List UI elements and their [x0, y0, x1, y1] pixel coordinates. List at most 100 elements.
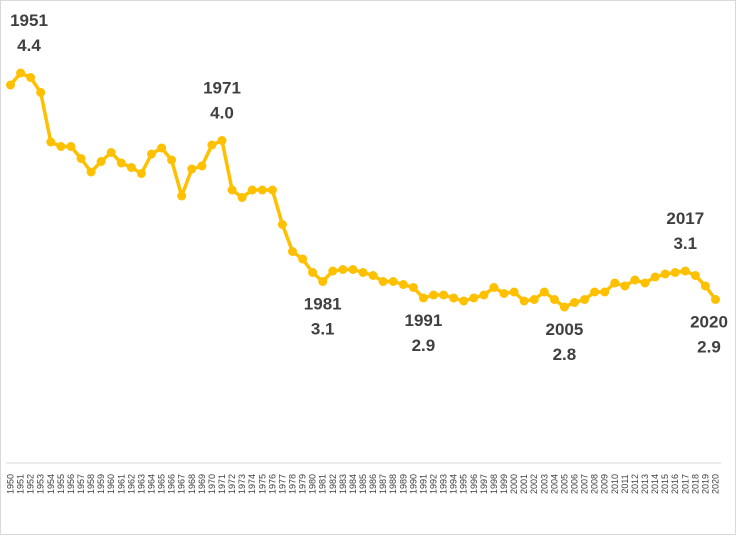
x-tick-label: 1953 — [36, 474, 46, 494]
data-point-2020 — [711, 295, 720, 304]
x-tick-label: 1968 — [187, 474, 197, 494]
data-point-2005 — [559, 302, 569, 312]
x-tick-label: 2009 — [600, 474, 610, 494]
x-tick-label: 1956 — [66, 474, 76, 494]
data-point-2014 — [650, 272, 660, 282]
annotation-value-1981: 3.1 — [311, 320, 335, 339]
annotation-value-1991: 2.9 — [412, 336, 436, 355]
data-point-1992 — [429, 290, 438, 300]
x-tick-label: 1962 — [126, 474, 136, 494]
x-tick-label: 1992 — [429, 474, 439, 494]
data-point-1986 — [368, 271, 378, 280]
x-tick-label: 1986 — [368, 474, 378, 494]
x-tick-label: 2007 — [580, 474, 590, 494]
x-tick-label: 2018 — [690, 474, 700, 494]
data-point-1968 — [187, 164, 197, 174]
data-point-1993 — [439, 290, 449, 300]
data-point-2000 — [509, 287, 519, 297]
data-point-2019 — [700, 281, 710, 291]
data-point-1972 — [227, 185, 237, 195]
data-point-1973 — [237, 193, 247, 202]
x-tick-label: 1988 — [388, 474, 398, 494]
data-point-1960 — [106, 148, 116, 157]
x-tick-label: 1964 — [147, 474, 157, 494]
x-tick-label: 1996 — [469, 474, 479, 494]
x-tick-label: 2014 — [650, 474, 660, 494]
x-tick-label: 1977 — [277, 474, 287, 494]
x-tick-label: 1985 — [358, 474, 368, 494]
data-point-1953 — [36, 88, 46, 97]
x-tick-label: 2004 — [549, 474, 559, 494]
data-point-2004 — [549, 295, 559, 304]
data-point-2008 — [590, 287, 600, 297]
data-point-1967 — [177, 191, 187, 201]
data-point-2012 — [630, 275, 640, 285]
x-tick-label: 1999 — [499, 474, 509, 494]
x-tick-label: 1966 — [167, 474, 177, 494]
x-tick-label: 2013 — [640, 474, 650, 494]
x-tick-label: 2011 — [620, 474, 630, 493]
data-points-group — [6, 68, 720, 312]
x-tick-label: 2015 — [660, 474, 670, 494]
data-point-2016 — [670, 268, 680, 277]
x-tick-label: 1957 — [76, 474, 86, 494]
x-tick-label: 1980 — [308, 474, 318, 494]
x-tick-label: 1976 — [267, 474, 277, 494]
data-point-1995 — [459, 296, 469, 306]
x-tick-label: 1950 — [6, 474, 16, 494]
annotation-year-1971: 1971 — [203, 79, 241, 98]
data-point-2010 — [610, 278, 620, 288]
x-tick-label: 1969 — [197, 474, 207, 494]
data-point-1964 — [147, 149, 156, 159]
x-tick-label: 2006 — [570, 474, 580, 494]
data-point-1988 — [388, 277, 398, 286]
x-tick-label: 2008 — [590, 474, 600, 494]
data-point-1957 — [76, 154, 86, 163]
x-tick-label: 1991 — [418, 474, 428, 494]
data-point-1955 — [56, 142, 66, 151]
data-point-1979 — [298, 254, 308, 264]
annotation-year-1951: 1951 — [10, 11, 48, 30]
x-tick-label: 1955 — [56, 474, 66, 494]
data-point-1963 — [136, 169, 146, 178]
data-point-2002 — [529, 295, 539, 304]
data-point-1998 — [489, 283, 499, 292]
data-point-1999 — [499, 289, 509, 298]
data-point-2003 — [539, 287, 549, 297]
data-point-1959 — [96, 157, 106, 166]
data-point-1983 — [338, 265, 348, 274]
x-tick-label: 1993 — [439, 474, 449, 494]
data-point-1991 — [418, 293, 428, 303]
data-point-2018 — [690, 271, 700, 280]
data-point-1970 — [207, 140, 217, 150]
x-tick-label: 2010 — [610, 474, 620, 494]
x-tick-label: 1998 — [489, 474, 499, 494]
x-tick-label: 2020 — [711, 474, 721, 494]
data-point-1976 — [267, 185, 277, 195]
x-tick-label: 2019 — [700, 474, 710, 494]
x-tick-label: 1995 — [459, 474, 469, 494]
data-point-1994 — [449, 293, 459, 303]
annotation-value-2017: 3.1 — [673, 234, 697, 253]
x-tick-label: 1951 — [16, 474, 26, 494]
annotations-group: 1951 4.4 1971 4.0 1981 3.1 1991 2.9 2005 2.8 2017 3… — [10, 11, 728, 364]
data-point-1989 — [398, 280, 408, 289]
data-point-1958 — [86, 167, 96, 177]
data-point-2011 — [620, 281, 630, 291]
x-tick-label: 2016 — [670, 474, 680, 494]
annotation-year-1991: 1991 — [404, 311, 442, 330]
data-point-1971 — [217, 136, 227, 145]
data-point-1974 — [247, 185, 257, 195]
x-tick-label: 1961 — [116, 474, 126, 494]
x-tick-label: 2000 — [509, 474, 519, 494]
x-tick-label: 1952 — [26, 474, 36, 494]
data-point-1950 — [6, 80, 15, 90]
annotation-year-2017: 2017 — [666, 209, 704, 228]
data-point-2015 — [660, 269, 670, 279]
x-tick-label: 1994 — [449, 474, 459, 494]
x-tick-label: 1982 — [328, 474, 338, 494]
data-point-2001 — [519, 296, 529, 306]
data-point-1965 — [157, 143, 167, 153]
